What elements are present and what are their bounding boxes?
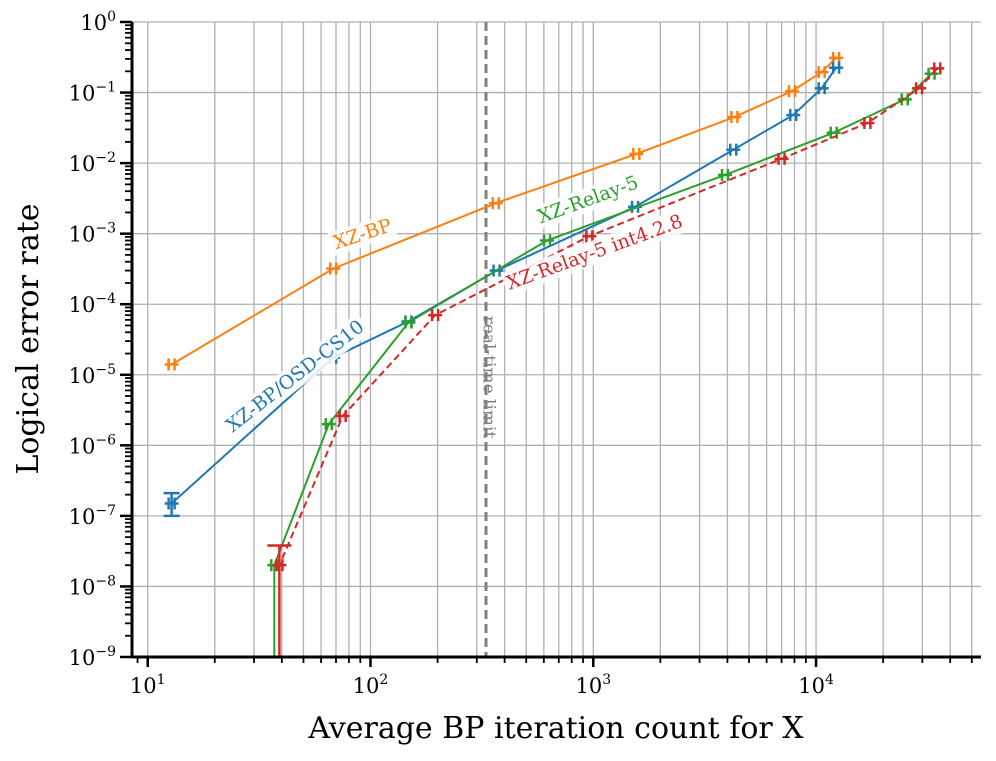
- y-tick-label-exponent: −5: [95, 362, 116, 378]
- data-point: [814, 82, 829, 95]
- series-3: [272, 62, 945, 657]
- y-tick-label-exponent: −9: [95, 644, 116, 660]
- y-tick-label: 10−7: [69, 503, 116, 529]
- real-time-limit-line: real-time limit: [479, 22, 499, 657]
- y-tick-label: 100: [80, 9, 116, 35]
- y-tick-label-base: 10: [69, 575, 96, 599]
- data-point: [912, 82, 927, 95]
- data-point: [727, 111, 742, 124]
- y-tick-label-exponent: 0: [107, 9, 116, 25]
- y-tick-label-base: 10: [69, 152, 96, 176]
- annotation-background: [218, 313, 372, 440]
- y-tick-label: 10−5: [69, 362, 116, 388]
- x-axis-title: Average BP iteration count for X: [307, 711, 804, 746]
- y-axis-title: Logical error rate: [11, 203, 46, 474]
- data-point: [814, 66, 829, 79]
- x-axis-ticks: 101 102 103 104: [130, 657, 973, 698]
- data-point: [774, 152, 789, 165]
- x-tick-label-exponent: 3: [602, 672, 611, 688]
- y-tick-label: 10−4: [69, 291, 116, 317]
- annotation-background: [327, 212, 398, 256]
- y-tick-label: 10−1: [69, 80, 116, 106]
- y-tick-label-base: 10: [69, 293, 96, 317]
- y-tick-label: 10−9: [69, 644, 116, 670]
- x-tick-label: 104: [798, 672, 834, 698]
- y-tick-label-base: 10: [80, 11, 107, 35]
- x-tick-label-base: 10: [575, 674, 602, 698]
- y-tick-label: 10−6: [69, 432, 116, 458]
- data-point: [860, 117, 875, 130]
- data-point: [326, 262, 341, 275]
- x-tick-label-exponent: 1: [157, 672, 166, 688]
- y-tick-label-base: 10: [69, 646, 96, 670]
- data-point: [829, 61, 844, 74]
- x-tick-label-exponent: 2: [379, 672, 388, 688]
- x-tick-label: 103: [575, 672, 611, 698]
- data-point: [786, 109, 801, 122]
- x-tick-label: 101: [130, 672, 166, 698]
- data-point: [540, 234, 555, 247]
- y-tick-label-base: 10: [69, 364, 96, 388]
- x-tick-label-base: 10: [353, 674, 380, 698]
- data-point: [717, 168, 732, 181]
- data-point: [488, 197, 503, 210]
- data-point: [930, 62, 945, 75]
- y-tick-label-exponent: −6: [95, 432, 116, 448]
- y-tick-label-exponent: −1: [95, 80, 116, 96]
- data-point: [785, 85, 800, 98]
- axes: [130, 22, 981, 659]
- x-tick-label-base: 10: [130, 674, 157, 698]
- data-point: [335, 410, 350, 423]
- data-point: [629, 147, 644, 160]
- data-point: [582, 230, 597, 243]
- real-time-limit-label: real-time limit: [479, 316, 499, 439]
- data-point: [428, 309, 443, 322]
- data-point: [321, 418, 336, 431]
- series-0: [164, 51, 844, 371]
- x-tick-label: 102: [353, 672, 389, 698]
- x-tick-label-exponent: 4: [825, 672, 834, 688]
- data-point: [164, 358, 179, 371]
- data-point: [401, 316, 416, 329]
- annotation-background: [531, 169, 645, 231]
- series-line: [171, 57, 837, 366]
- x-tick-label-base: 10: [798, 674, 825, 698]
- y-tick-label-base: 10: [69, 505, 96, 529]
- y-tick-label-base: 10: [69, 223, 96, 247]
- y-tick-label-exponent: −4: [95, 291, 116, 307]
- y-tick-label-exponent: −7: [95, 503, 116, 519]
- y-tick-label-exponent: −2: [95, 150, 116, 166]
- data-series: [163, 51, 945, 657]
- data-point: [163, 491, 180, 518]
- y-tick-label: 10−3: [69, 221, 116, 247]
- y-tick-label-exponent: −8: [95, 573, 116, 589]
- data-point: [726, 143, 741, 156]
- y-tick-label: 10−8: [69, 573, 116, 599]
- y-tick-label: 10−2: [69, 150, 116, 176]
- annotation-background: [500, 208, 689, 297]
- y-tick-label-exponent: −3: [95, 221, 116, 237]
- y-tick-label-base: 10: [69, 434, 96, 458]
- y-tick-label-base: 10: [69, 82, 96, 106]
